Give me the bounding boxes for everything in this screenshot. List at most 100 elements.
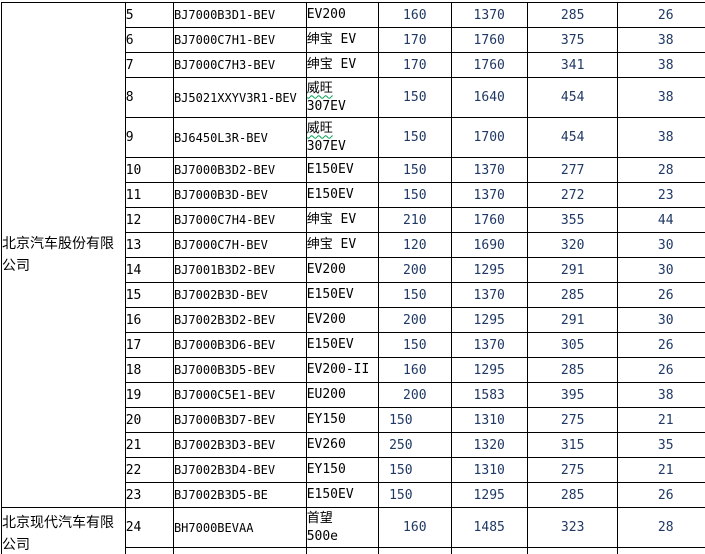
value-cell: 1370 bbox=[450, 157, 528, 183]
value-cell: 26 bbox=[617, 282, 705, 308]
value-cell: 454 bbox=[526, 77, 619, 118]
model-code-cell: BJ6450L3R-BEV bbox=[172, 117, 307, 158]
model-code-cell: BJ7002B3D2-BEV bbox=[172, 307, 307, 333]
row-number-cell: 12 bbox=[124, 207, 174, 233]
model-code-cell: BJ7000B3D-BEV bbox=[172, 182, 307, 208]
model-code-cell: BJ7002B3D4-BEV bbox=[172, 457, 307, 483]
model-name-text: 首望 bbox=[306, 510, 333, 526]
model-name-cell: 绅宝 EV bbox=[305, 207, 380, 233]
value-cell: 160 bbox=[378, 507, 452, 548]
table-row: 6 BJ7000C7H1-BEV 绅宝 EV 170 1760 375 38 bbox=[2, 27, 705, 53]
value-cell: 1370 bbox=[450, 282, 528, 308]
model-name-text: EU200 bbox=[306, 387, 346, 402]
model-name-text: EY150 bbox=[306, 412, 346, 427]
value-cell: 1295 bbox=[450, 357, 528, 383]
value-cell: 150 bbox=[378, 77, 452, 118]
value-cell: 35 bbox=[617, 432, 705, 458]
value-cell: 250 bbox=[378, 432, 452, 458]
model-name-text: EV200 bbox=[306, 7, 346, 22]
value-cell: 323 bbox=[526, 507, 619, 548]
value-cell: 1700 bbox=[450, 117, 528, 158]
model-name-line-1: EV200 bbox=[307, 311, 377, 329]
model-code-cell: BJ7000B3D7-BEV bbox=[172, 407, 307, 433]
row-number-cell: 14 bbox=[124, 257, 174, 283]
table-row: 13 BJ7000C7H-BEV 绅宝 EV 120 1690 320 30 bbox=[2, 232, 705, 258]
value-cell: 150 bbox=[378, 182, 452, 208]
partial-cell bbox=[526, 547, 619, 554]
value-cell: 26 bbox=[617, 332, 705, 358]
model-name-line-1: 绅宝 EV bbox=[307, 31, 377, 49]
row-number-cell: 23 bbox=[124, 482, 174, 508]
model-name-line-1: 绅宝 EV bbox=[306, 211, 377, 229]
model-code-cell: BJ7002B3D-BEV bbox=[172, 282, 307, 308]
table-row: 北京现代汽车有限公司 24 BH7000BEVAA 首望 500e 160 1485 323 2… bbox=[1, 507, 705, 554]
value-cell: 277 bbox=[526, 157, 619, 183]
table-row: 16 BJ7002B3D2-BEV EV200 200 1295 291 30 bbox=[2, 307, 705, 333]
value-cell: 1370 bbox=[450, 2, 528, 28]
model-name-text: EV200-II bbox=[306, 362, 370, 377]
model-code-cell: BJ7000C7H4-BEV bbox=[172, 207, 307, 233]
model-name-line-1: EU200 bbox=[306, 386, 377, 404]
value-cell: 26 bbox=[617, 2, 705, 28]
table-row: 20 BJ7000B3D7-BEV EY150 150 1310 275 21 bbox=[2, 407, 705, 433]
value-cell: 23 bbox=[617, 182, 705, 208]
row-number-cell: 21 bbox=[124, 432, 174, 458]
row-number-cell: 6 bbox=[124, 27, 174, 53]
value-cell: 395 bbox=[526, 382, 619, 408]
model-name-text: E150EV bbox=[306, 287, 354, 302]
value-cell: 150 bbox=[378, 157, 452, 183]
value-cell: 150 bbox=[378, 282, 452, 308]
model-name-text: EY150 bbox=[306, 462, 346, 477]
row-number-cell: 5 bbox=[124, 2, 174, 28]
value-cell: 275 bbox=[526, 457, 619, 483]
model-name-line-2: 500e bbox=[307, 528, 377, 546]
table-row: 23 BJ7002B3D5-BE E150EV 150 1295 285 26 bbox=[2, 482, 705, 508]
model-name-line-1: 威旺 bbox=[306, 120, 377, 138]
model-code-cell: BJ7000C7H1-BEV bbox=[172, 27, 307, 53]
model-name-cell: EY150 bbox=[305, 407, 380, 433]
partial-cell bbox=[450, 547, 528, 554]
value-cell: 1640 bbox=[450, 77, 528, 118]
row-number-cell: 7 bbox=[124, 52, 174, 78]
value-cell: 355 bbox=[526, 207, 619, 233]
partial-cell bbox=[172, 547, 307, 554]
value-cell: 44 bbox=[617, 207, 705, 233]
value-cell: 1760 bbox=[450, 27, 528, 53]
model-name-line-1: 首望 bbox=[306, 510, 377, 528]
value-cell: 200 bbox=[378, 257, 452, 283]
row-number-cell: 15 bbox=[124, 282, 174, 308]
model-name-cell: EV200-II bbox=[305, 357, 380, 383]
model-code-cell: BJ7000B3D1-BEV bbox=[172, 2, 307, 28]
company-cell: 北京汽车股份有限公司 bbox=[1, 2, 126, 508]
model-name-line-1: E150EV bbox=[307, 336, 377, 354]
value-cell: 170 bbox=[378, 27, 452, 53]
misspelled-word: 威旺 bbox=[306, 120, 333, 136]
row-number-cell: 20 bbox=[124, 407, 174, 433]
value-cell: 28 bbox=[617, 157, 705, 183]
row-number-cell: 22 bbox=[124, 457, 174, 483]
value-cell: 1310 bbox=[450, 457, 528, 483]
model-name-text: 绅宝 EV bbox=[306, 212, 357, 227]
table-row: 9 BJ6450L3R-BEV 威旺 307EV 150 1700 454 38 bbox=[2, 117, 705, 158]
value-cell: 150 bbox=[378, 482, 452, 508]
value-cell: 150 bbox=[378, 407, 452, 433]
row-number-cell: 8 bbox=[124, 77, 174, 118]
model-code-cell: BJ7000C7H3-BEV bbox=[172, 52, 307, 78]
model-name-text: 307EV bbox=[306, 138, 346, 154]
value-cell: 30 bbox=[617, 257, 705, 283]
value-cell: 120 bbox=[378, 232, 452, 258]
model-name-text: 绅宝 EV bbox=[306, 57, 357, 72]
table-row: 22 BJ7002B3D4-BEV EY150 150 1310 275 21 bbox=[2, 457, 705, 483]
model-code-cell: BJ7000B3D6-BEV bbox=[172, 332, 307, 358]
value-cell: 210 bbox=[378, 207, 452, 233]
value-cell: 21 bbox=[617, 457, 705, 483]
model-name-line-1: E150EV bbox=[307, 161, 377, 179]
model-name-line-1: EY150 bbox=[306, 411, 377, 429]
value-cell: 272 bbox=[526, 182, 619, 208]
model-code-cell: BJ7001B3D2-BEV bbox=[172, 257, 307, 283]
value-cell: 285 bbox=[526, 282, 619, 308]
value-cell: 1310 bbox=[450, 407, 528, 433]
table-row: 7 BJ7000C7H3-BEV 绅宝 EV 170 1760 341 38 bbox=[2, 52, 705, 78]
table-row: 19 BJ7000C5E1-BEV EU200 200 1583 395 38 bbox=[2, 382, 705, 408]
